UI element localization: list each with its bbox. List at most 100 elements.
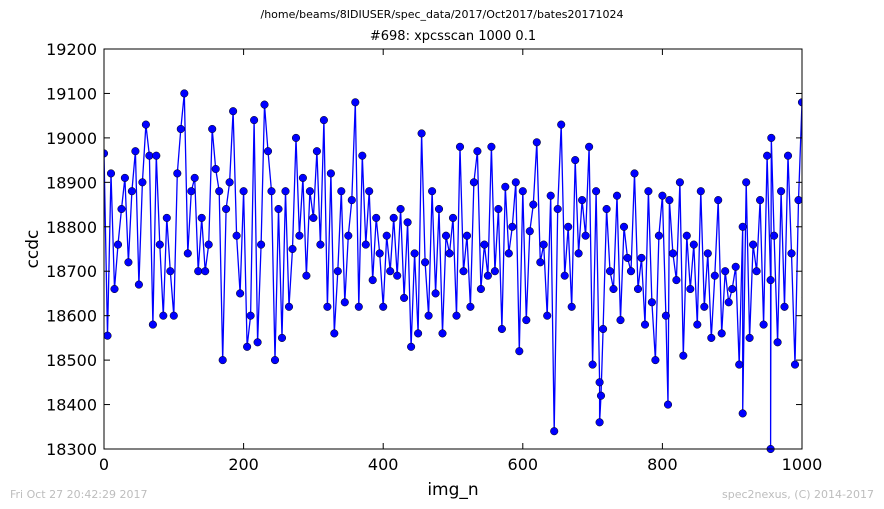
data-point bbox=[588, 360, 597, 369]
data-point bbox=[833, 214, 841, 222]
data-point bbox=[372, 213, 381, 222]
data-point bbox=[396, 204, 405, 214]
data-point bbox=[658, 191, 667, 200]
data-point bbox=[201, 267, 210, 276]
data-point bbox=[305, 187, 314, 196]
footer-timestamp: Fri Oct 27 20:42:29 2017 bbox=[10, 488, 148, 501]
data-point bbox=[599, 324, 608, 334]
data-point bbox=[508, 222, 517, 231]
data-point bbox=[536, 258, 545, 267]
data-point bbox=[819, 307, 827, 315]
data-point bbox=[393, 271, 402, 280]
data-point bbox=[277, 333, 287, 342]
data-point bbox=[169, 311, 178, 320]
y-tick-label: 18300 bbox=[46, 440, 97, 459]
x-tick-label: 600 bbox=[508, 455, 539, 474]
data-point bbox=[497, 324, 506, 334]
data-point bbox=[490, 267, 499, 276]
data-point bbox=[529, 200, 538, 209]
data-point bbox=[358, 151, 367, 160]
data-point bbox=[134, 280, 143, 289]
data-point bbox=[553, 204, 562, 214]
data-point bbox=[211, 164, 220, 174]
data-point bbox=[574, 249, 583, 258]
data-point bbox=[801, 295, 802, 300]
y-tick-label: 18400 bbox=[46, 396, 97, 415]
data-point bbox=[525, 227, 534, 236]
data-point bbox=[651, 356, 660, 365]
data-point bbox=[309, 213, 318, 222]
data-point bbox=[194, 267, 203, 276]
data-point bbox=[187, 187, 196, 196]
data-point bbox=[612, 191, 622, 200]
data-point bbox=[700, 302, 709, 311]
data-point bbox=[441, 231, 451, 240]
data-point bbox=[298, 173, 307, 182]
data-point bbox=[407, 342, 416, 351]
data-point bbox=[124, 258, 133, 267]
data-point bbox=[710, 271, 719, 280]
data-point bbox=[145, 151, 154, 160]
data-point bbox=[560, 271, 569, 280]
data-point bbox=[218, 356, 227, 365]
data-point bbox=[480, 240, 489, 249]
data-point bbox=[379, 302, 388, 311]
data-point bbox=[504, 249, 513, 258]
data-point bbox=[714, 196, 723, 205]
data-point bbox=[410, 249, 419, 258]
data-point bbox=[518, 187, 527, 196]
data-point bbox=[630, 169, 639, 178]
data-point bbox=[295, 231, 304, 240]
data-point bbox=[679, 351, 688, 360]
data-point bbox=[616, 316, 625, 325]
data-point bbox=[375, 249, 384, 258]
data-point bbox=[847, 196, 855, 204]
data-point bbox=[626, 267, 636, 276]
data-point bbox=[354, 302, 363, 311]
data-point bbox=[840, 241, 848, 249]
data-point bbox=[403, 218, 412, 227]
data-point bbox=[204, 240, 213, 249]
data-point bbox=[159, 311, 168, 320]
data-point bbox=[445, 249, 454, 258]
data-point bbox=[717, 329, 726, 338]
data-point bbox=[619, 222, 629, 231]
data-point bbox=[162, 213, 171, 222]
data-point bbox=[605, 267, 615, 276]
data-point bbox=[417, 129, 426, 138]
data-point bbox=[365, 187, 374, 196]
data-point bbox=[267, 187, 276, 196]
data-point bbox=[455, 142, 465, 151]
data-point bbox=[543, 311, 552, 320]
data-point bbox=[501, 182, 510, 191]
data-point bbox=[288, 244, 297, 254]
x-tick-label: 400 bbox=[368, 455, 399, 474]
data-point bbox=[263, 147, 273, 156]
data-point bbox=[466, 302, 475, 311]
data-point bbox=[515, 347, 524, 356]
data-point bbox=[148, 320, 157, 329]
data-point bbox=[668, 249, 677, 258]
footer-credit: spec2nexus, (C) 2014-2017 bbox=[722, 488, 874, 501]
data-point bbox=[809, 187, 817, 195]
data-point bbox=[595, 418, 604, 427]
data-point bbox=[260, 100, 269, 109]
data-point bbox=[546, 191, 555, 200]
data-point bbox=[766, 276, 775, 285]
data-point bbox=[682, 231, 691, 240]
data-point bbox=[770, 231, 779, 240]
data-point bbox=[865, 232, 873, 240]
data-point bbox=[340, 298, 349, 307]
data-point bbox=[861, 67, 869, 75]
data-point bbox=[872, 325, 880, 333]
data-point bbox=[595, 378, 604, 387]
data-point bbox=[487, 142, 496, 151]
data-point bbox=[550, 427, 559, 436]
data-point bbox=[672, 276, 681, 285]
data-point bbox=[858, 267, 866, 275]
data-point bbox=[830, 290, 838, 298]
data-point bbox=[120, 173, 129, 182]
data-point bbox=[473, 147, 482, 156]
data-point bbox=[117, 204, 126, 214]
data-point bbox=[854, 179, 862, 187]
